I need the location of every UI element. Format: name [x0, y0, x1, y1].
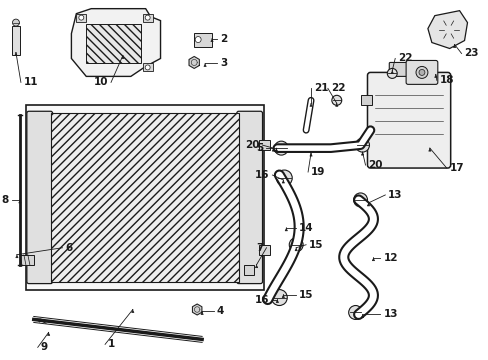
Circle shape — [274, 141, 288, 155]
Text: 10: 10 — [93, 77, 108, 87]
Circle shape — [79, 15, 83, 20]
Circle shape — [355, 138, 369, 152]
Text: 5: 5 — [256, 143, 263, 153]
Polygon shape — [192, 304, 202, 315]
Text: 16: 16 — [254, 294, 269, 305]
Text: 7: 7 — [256, 243, 263, 253]
Text: 15: 15 — [308, 240, 323, 250]
Text: 13: 13 — [383, 310, 397, 319]
FancyBboxPatch shape — [236, 111, 262, 284]
Bar — [243, 265, 253, 275]
Text: 3: 3 — [220, 58, 227, 68]
Circle shape — [386, 68, 396, 78]
Text: 2: 2 — [220, 33, 227, 44]
Circle shape — [348, 306, 362, 319]
Text: 8: 8 — [2, 195, 9, 205]
Bar — [51, 113, 238, 282]
Text: 17: 17 — [449, 163, 464, 173]
FancyBboxPatch shape — [388, 62, 425, 76]
Circle shape — [276, 170, 292, 186]
Text: 11: 11 — [24, 77, 38, 87]
Polygon shape — [189, 57, 199, 68]
Circle shape — [331, 95, 341, 105]
Bar — [258, 140, 270, 150]
Text: 13: 13 — [387, 190, 402, 200]
Bar — [12, 26, 20, 55]
Text: 16: 16 — [254, 170, 269, 180]
Text: 19: 19 — [310, 167, 325, 177]
Polygon shape — [71, 9, 160, 76]
Bar — [86, 24, 141, 63]
Text: 9: 9 — [41, 342, 48, 352]
Text: 22: 22 — [397, 54, 412, 63]
Bar — [194, 32, 212, 46]
Bar — [142, 63, 152, 71]
Text: 15: 15 — [299, 289, 313, 300]
Text: 14: 14 — [299, 223, 313, 233]
Bar — [360, 95, 372, 105]
Circle shape — [195, 37, 201, 42]
Circle shape — [145, 15, 150, 20]
Bar — [26, 105, 263, 289]
Circle shape — [145, 65, 150, 70]
FancyBboxPatch shape — [27, 111, 53, 284]
Bar — [142, 14, 152, 22]
Circle shape — [289, 238, 303, 252]
Text: 21: 21 — [313, 84, 328, 93]
Text: 18: 18 — [439, 75, 453, 85]
Circle shape — [353, 193, 367, 207]
Bar — [258, 245, 270, 255]
Bar — [20, 255, 34, 265]
Text: 23: 23 — [464, 49, 478, 58]
Circle shape — [415, 67, 427, 78]
FancyBboxPatch shape — [405, 60, 437, 84]
Text: 22: 22 — [330, 84, 345, 93]
Text: 6: 6 — [65, 243, 73, 253]
Bar — [76, 14, 86, 22]
Text: 1: 1 — [108, 339, 115, 349]
Circle shape — [271, 289, 286, 306]
FancyBboxPatch shape — [367, 72, 450, 168]
Text: 4: 4 — [217, 306, 224, 316]
Text: 20: 20 — [244, 140, 259, 150]
Text: 20: 20 — [368, 160, 382, 170]
Circle shape — [13, 19, 20, 26]
Text: 12: 12 — [383, 253, 397, 263]
Polygon shape — [427, 11, 467, 49]
Circle shape — [418, 69, 424, 75]
